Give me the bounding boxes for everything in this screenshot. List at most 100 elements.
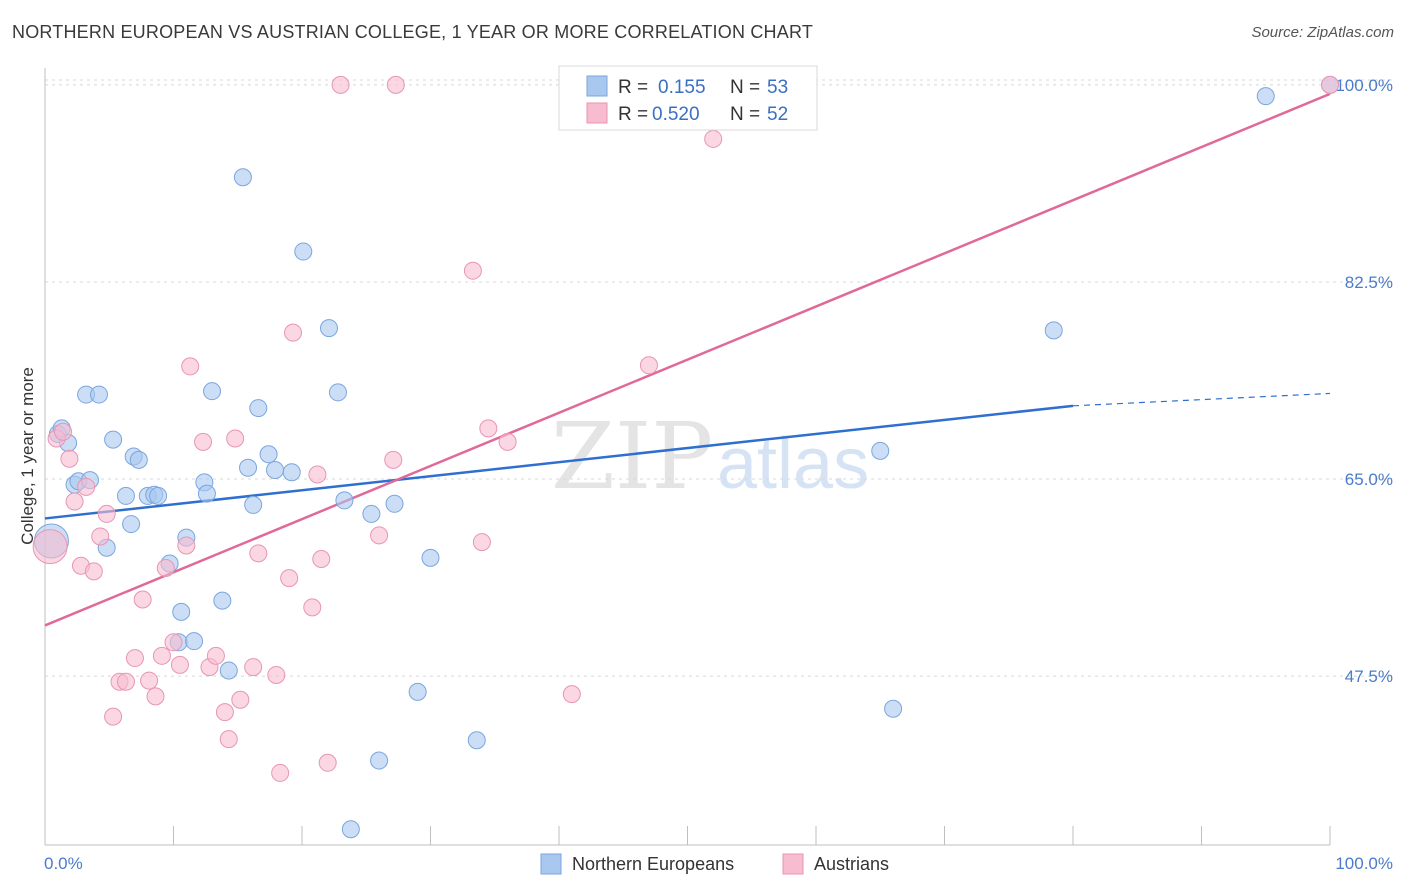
point-austrians [271,763,290,782]
point-austrians [284,323,303,342]
point-austrians [65,492,84,511]
point-austrians [194,432,213,451]
point-northern-europeans [328,383,347,402]
point-austrians [386,75,405,94]
point-northern-europeans [259,445,278,464]
legend-swatch-austrians [782,853,804,875]
point-northern-europeans [1044,321,1063,340]
stats-n-label-2: N = [730,104,760,125]
point-northern-europeans [122,515,141,534]
point-austrians [308,465,327,484]
watermark-zip: ZIP [551,403,713,510]
point-austrians [91,527,110,546]
point-austrians [84,562,103,581]
point-northern-europeans [244,495,263,514]
stats-n-label-1: N = [730,77,760,98]
stats-swatch-blue [586,75,608,97]
point-austrians [370,526,389,545]
point-northern-europeans [421,548,440,567]
source-label: Source: ZipAtlas.com [1251,24,1394,41]
point-austrians [177,536,196,555]
y-tick-labels: 47.5% 65.0% 82.5% 100.0% [1335,76,1393,686]
point-austrians [472,533,491,552]
point-northern-europeans [104,430,123,449]
point-austrians [181,357,200,376]
point-austrians [60,449,79,468]
point-northern-europeans [1256,87,1275,106]
point-northern-europeans [341,820,360,839]
point-northern-europeans [129,450,148,469]
point-austrians [704,129,723,148]
point-austrians [384,450,403,469]
point-northern-europeans [203,382,222,401]
point-northern-europeans [282,463,301,482]
point-austrians [463,261,482,280]
point-austrians [97,504,116,523]
y-tick-label: 82.5% [1345,273,1393,292]
trend-lines [44,92,1331,627]
x-tick-label: 100.0% [1335,854,1393,873]
point-northern-europeans [884,699,903,718]
point-austrians [133,590,152,609]
point-northern-europeans [335,491,354,510]
point-austrians [164,633,183,652]
y-tick-label: 47.5% [1345,667,1393,686]
point-austrians [156,558,175,577]
point-northern-europeans [233,168,252,187]
point-austrians [562,685,581,704]
point-austrians [1321,75,1339,94]
point-austrians [206,646,225,665]
point-northern-europeans [116,486,135,505]
trend-line-austrians [44,92,1331,627]
point-northern-europeans [172,602,191,621]
point-austrians [231,690,250,709]
stats-r-value-2: 0.520 [652,104,700,125]
point-northern-europeans [385,494,404,513]
axes [44,68,1331,846]
legend: Northern Europeans Austrians [540,853,889,875]
point-austrians [267,665,286,684]
point-austrians [249,544,268,563]
trend-line-northern-europeans-extension [1072,392,1331,407]
point-northern-europeans [266,461,285,480]
point-austrians [226,429,245,448]
point-austrians [53,422,72,441]
point-austrians [303,598,322,617]
x-tick-label: 0.0% [44,854,83,873]
stats-n-value-2: 52 [767,104,788,125]
point-austrians [219,730,238,749]
point-austrians [498,432,517,451]
grid-lines [45,79,1395,677]
point-austrians [104,707,123,726]
legend-label-austrians: Austrians [814,854,889,874]
point-northern-europeans [408,682,427,701]
point-austrians [116,672,135,691]
point-northern-europeans [239,458,258,477]
x-tick-labels: 0.0% 100.0% [44,854,1393,873]
point-austrians [146,687,165,706]
stats-r-label-2: R = [618,104,648,125]
legend-label-northern-europeans: Northern Europeans [572,854,734,874]
point-austrians [152,646,171,665]
y-axis-label: College, 1 year or more [18,367,37,545]
point-northern-europeans [213,591,232,610]
point-austrians [244,658,263,677]
stats-r-label-1: R = [618,77,648,98]
point-northern-europeans [185,632,204,651]
chart-title: NORTHERN EUROPEAN VS AUSTRIAN COLLEGE, 1… [12,22,814,42]
legend-swatch-northern-europeans [540,853,562,875]
point-northern-europeans [467,731,486,750]
point-northern-europeans [197,484,216,503]
stats-box: R = 0.155 N = 53 R = 0.520 N = 52 [558,65,818,131]
point-austrians [215,703,234,722]
point-austrians [140,671,159,690]
y-tick-label: 65.0% [1345,470,1393,489]
point-northern-europeans [871,441,890,460]
point-northern-europeans [319,319,338,338]
point-northern-europeans [219,661,238,680]
point-austrians [312,549,331,568]
point-austrians [170,655,189,674]
point-austrians [125,649,144,668]
point-austrians [331,75,350,94]
